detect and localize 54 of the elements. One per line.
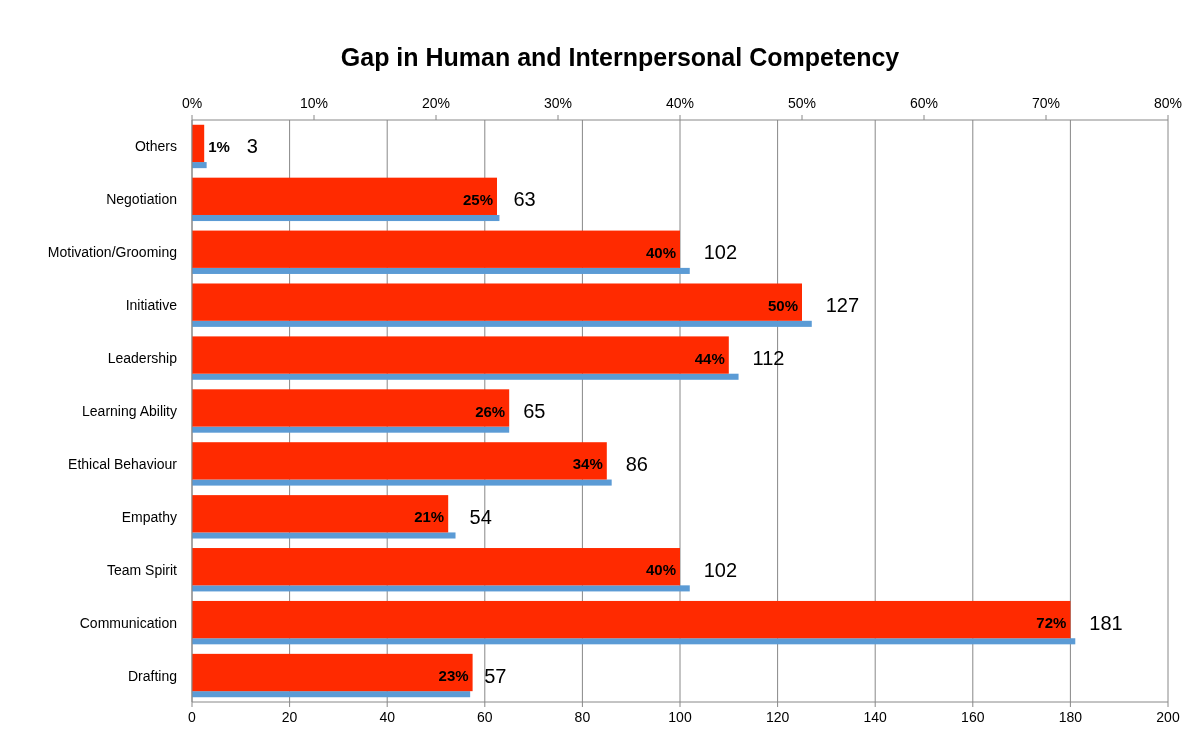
x-tick-label: 180 bbox=[1058, 709, 1083, 725]
data-label: 50% bbox=[767, 296, 798, 314]
data-label: 34% bbox=[572, 455, 603, 473]
data-label: 112 bbox=[752, 347, 785, 370]
data-label: 63 bbox=[513, 188, 536, 211]
y-tick-label: Negotiation bbox=[106, 191, 177, 208]
x2-tick-label: 0% bbox=[181, 95, 203, 111]
data-label: 102 bbox=[703, 558, 738, 581]
x-tick-label: 0 bbox=[188, 709, 197, 725]
y-tick-label: Initiative bbox=[125, 297, 178, 314]
x-tick-label: 140 bbox=[863, 709, 888, 725]
data-label: 23% bbox=[438, 667, 469, 685]
data-label: 86 bbox=[625, 452, 648, 475]
data-label: 40% bbox=[645, 561, 676, 579]
data-label: 25% bbox=[462, 190, 493, 208]
data-label: 3 bbox=[246, 135, 258, 158]
data-label: 21% bbox=[414, 508, 445, 526]
y-tick-label: Communication bbox=[79, 614, 177, 631]
chart-title: Gap in Human and Internpersonal Competency bbox=[340, 43, 900, 71]
data-label: 40% bbox=[645, 243, 676, 261]
data-label: 181 bbox=[1089, 611, 1123, 634]
data-label: 54 bbox=[469, 505, 492, 528]
x-tick-label: 60 bbox=[477, 709, 493, 725]
x-tick-label: 20 bbox=[281, 709, 298, 725]
data-label: 1% bbox=[208, 137, 230, 155]
x2-tick-label: 60% bbox=[909, 95, 939, 111]
y-tick-label: Team Spirit bbox=[106, 561, 178, 578]
x-tick-label: 160 bbox=[961, 709, 985, 725]
data-label: 57 bbox=[484, 664, 507, 687]
data-label: 44% bbox=[694, 349, 725, 367]
y-tick-label: Leadership bbox=[107, 350, 178, 367]
x-tick-label: 80 bbox=[574, 709, 591, 725]
y-tick-label: Empathy bbox=[121, 508, 177, 525]
x2-tick-label: 80% bbox=[1153, 95, 1183, 111]
x2-tick-label: 40% bbox=[665, 95, 695, 111]
data-label: 72% bbox=[1036, 614, 1067, 632]
x2-tick-label: 20% bbox=[421, 95, 451, 111]
data-label: 127 bbox=[825, 294, 860, 317]
y-tick-label: Motivation/Grooming bbox=[47, 244, 177, 261]
x-tick-label: 100 bbox=[668, 709, 692, 725]
y-tick-label: Ethical Behaviour bbox=[68, 455, 178, 472]
y-tick-label: Learning Ability bbox=[82, 403, 177, 419]
x2-tick-label: 10% bbox=[299, 95, 329, 111]
y-tick-label: Others bbox=[134, 138, 177, 155]
x-tick-label: 40 bbox=[379, 709, 396, 725]
data-label: 102 bbox=[703, 241, 738, 264]
x-tick-label: 200 bbox=[1156, 709, 1180, 725]
x2-tick-label: 50% bbox=[787, 95, 817, 111]
y-tick-label: Drafting bbox=[127, 667, 177, 684]
x2-tick-label: 30% bbox=[543, 95, 573, 111]
x-tick-label: 120 bbox=[765, 709, 790, 725]
data-label: 65 bbox=[523, 400, 546, 422]
x2-tick-label: 70% bbox=[1031, 95, 1061, 111]
data-label: 26% bbox=[475, 402, 506, 420]
